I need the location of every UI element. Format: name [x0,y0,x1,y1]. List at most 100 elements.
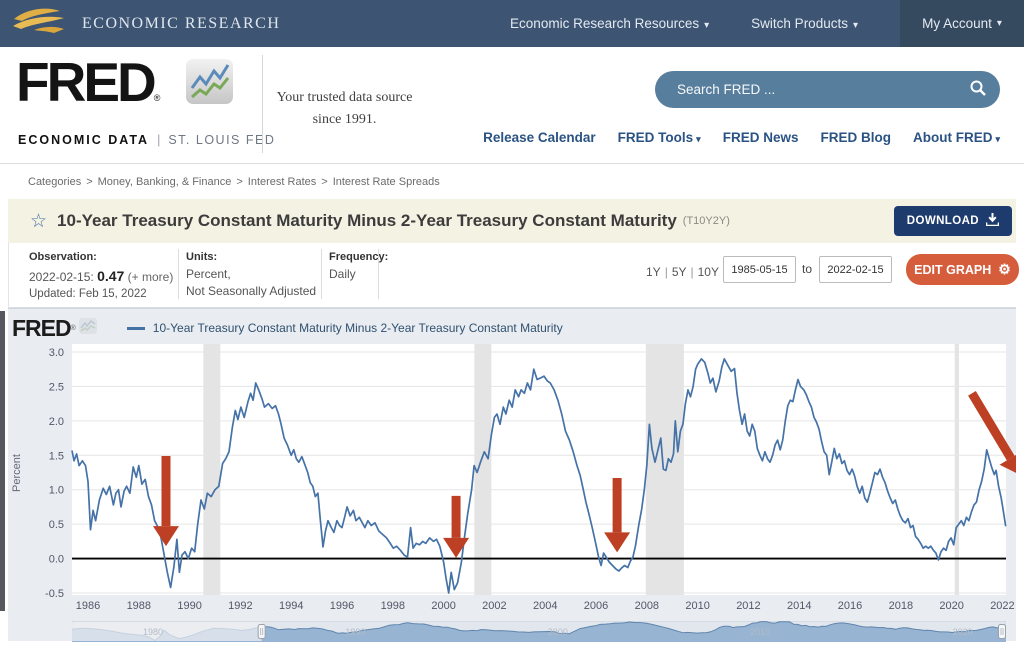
navigator-year-label: 2010 [750,627,770,637]
main-chart[interactable]: 3.0 2.5 2.0 1.5 1.0 0.5 0.0 -0.5 1986 1988 1990 199… [8,341,1016,617]
navigator-year-label: 1980 [143,627,163,637]
x-tick-label: 1996 [330,600,354,612]
recession-band [203,344,221,595]
x-tick-label: 2014 [787,600,811,612]
favorite-star-icon[interactable]: ☆ [30,210,48,232]
chevron-down-icon: ▾ [852,20,858,31]
series-meta-row: Observation: 2022-02-15: 0.47 (+ more) U… [8,243,1019,308]
meta-divider [178,249,179,299]
search-icon [970,80,986,99]
chevron-down-icon: ▾ [696,134,701,144]
x-tick-label: 2020 [939,600,963,612]
edit-graph-button[interactable]: EDIT GRAPH ⚙ [906,254,1019,285]
nav-release-calendar[interactable]: Release Calendar [483,130,596,145]
x-tick-label: 1988 [127,600,151,612]
y-tick-label: 2.0 [49,416,64,428]
recession-band [954,344,960,595]
nav-about-fred[interactable]: About FRED ▾ [912,130,1000,145]
preset-1y[interactable]: 1Y [646,265,661,279]
fred-logo-link[interactable]: FRED® [16,51,161,113]
recession-band [474,344,492,595]
end-date-input[interactable] [819,256,892,283]
nav-fred-tools[interactable]: FRED Tools ▾ [617,130,701,145]
plot-background[interactable] [72,344,1006,595]
observation-date: 2022-02-15: [29,269,94,284]
x-tick-label: 2016 [838,600,862,612]
fred-logo-subtitle: ECONOMIC DATA | ST. LOUIS FED [18,133,276,147]
to-label: to [802,262,813,276]
y-axis-title: Percent [11,454,23,492]
start-date-input[interactable] [723,256,796,283]
x-tick-label: 1992 [228,600,252,612]
navigator-year-label: 1990 [345,627,365,637]
y-tick-label: 0.5 [49,519,64,531]
x-tick-label: 2004 [533,600,557,612]
fred-watermark-icon [78,317,97,339]
x-tick-label: 2000 [431,600,455,612]
x-tick-label: 1998 [381,600,405,612]
search-bar [655,71,1000,108]
x-tick-label: 2012 [736,600,760,612]
breadcrumb-money-banking-finance[interactable]: Money, Banking, & Finance [97,175,232,188]
preset-10y[interactable]: 10Y [697,265,719,279]
top-menus: Economic Research Resources ▾ Switch Prod… [510,0,1024,47]
nav-fred-news[interactable]: FRED News [722,130,799,145]
breadcrumb-interest-rates[interactable]: Interest Rates [247,175,317,188]
menu-my-account[interactable]: My Account ▾ [900,0,1024,47]
navigator-line [71,621,1007,642]
stlouisfed-eagle-icon [12,7,68,40]
annotation-arrow-head [443,537,470,558]
chevron-down-icon: ▾ [996,18,1002,29]
meta-divider [378,249,379,299]
observation-value: 0.47 [97,267,125,284]
chevron-down-icon: ▾ [704,20,710,31]
x-tick-label: 2018 [889,600,913,612]
navigator-unselected-mask [72,622,262,641]
y-tick-label: 3.0 [49,347,64,359]
legend-label: 10-Year Treasury Constant Maturity Minus… [152,321,563,335]
y-tick-label: 1.0 [49,485,64,497]
annotation-arrow-head [604,532,631,553]
search-button[interactable] [956,71,1000,108]
x-tick-label: 1994 [279,600,303,612]
tagline: Your trusted data source since 1991. [276,90,413,127]
site-header: FRED® ECONOMIC DATA | ST. LOUIS FED Your t… [0,47,1024,164]
download-button[interactable]: DOWNLOAD [893,206,1012,236]
navigator-right-handle[interactable] [998,624,1006,639]
nav-fred-blog[interactable]: FRED Blog [820,130,891,145]
series-line [71,358,1007,594]
breadcrumb: Categories > Money, Banking, & Finance > I… [0,164,1024,199]
y-tick-label: 0.0 [49,554,64,566]
economic-research-brand-link[interactable]: ECONOMIC RESEARCH [12,7,280,40]
top-bar: ECONOMIC RESEARCH Economic Research Reso… [0,0,1024,47]
x-tick-label: 2008 [635,600,659,612]
x-tick-label: 1990 [177,600,201,612]
x-tick-label: 2022 [990,600,1014,612]
breadcrumb-interest-rate-spreads[interactable]: Interest Rate Spreads [332,175,440,188]
preset-5y[interactable]: 5Y [671,265,687,279]
gear-icon: ⚙ [998,261,1011,277]
frequency-block: Frequency: Daily [329,251,389,281]
fred-watermark: FRED [12,314,72,341]
y-tick-label: -0.5 [45,588,64,600]
breadcrumb-categories[interactable]: Categories [28,175,82,188]
annotation-arrow-head [999,454,1016,473]
units-block: Units: Percent, Not Seasonally Adjusted [186,251,317,299]
range-navigator[interactable]: 1980 1990 2000 2010 2020 [71,620,1007,646]
navigator-left-handle[interactable] [257,624,266,639]
brand-title: ECONOMIC RESEARCH [82,14,281,32]
updated-text: Updated: Feb 15, 2022 [29,288,147,301]
observation-more-link[interactable]: (+ more) [127,269,174,284]
graph-container: FRED ® 10-Year Treasury Constant Maturity… [0,308,1016,643]
x-tick-label: 1986 [76,600,100,612]
menu-economic-research-resources[interactable]: Economic Research Resources ▾ [510,16,710,31]
navigator-year-label: 2020 [953,627,973,637]
download-icon [985,213,1000,229]
y-tick-label: 2.5 [49,381,64,393]
annotation-arrow-head [152,526,179,547]
search-input[interactable] [655,82,956,97]
series-title-bar: ☆ 10-Year Treasury Constant Maturity Min… [8,199,1016,243]
page-title: 10-Year Treasury Constant Maturity Minus… [57,211,677,230]
annotation-arrow-shaft [968,391,1015,461]
menu-switch-products[interactable]: Switch Products ▾ [751,16,858,31]
